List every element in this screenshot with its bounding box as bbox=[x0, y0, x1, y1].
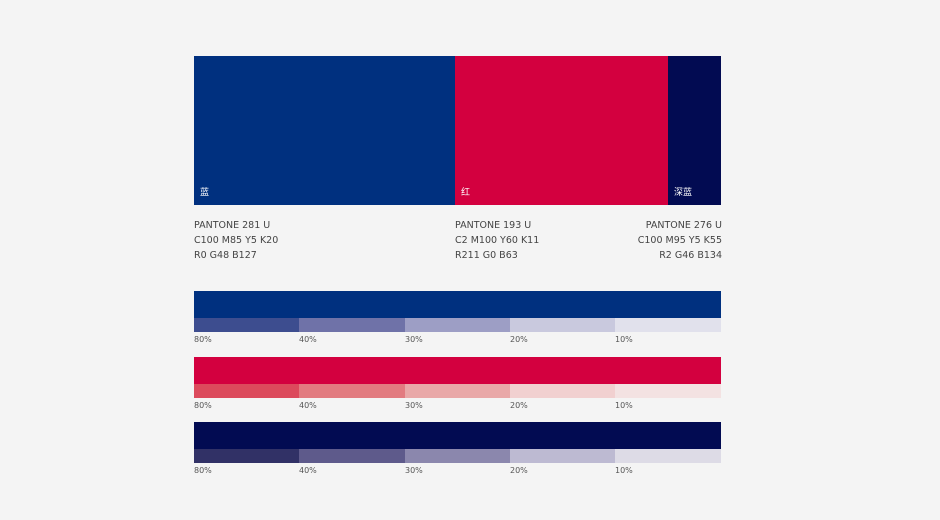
info-red: PANTONE 193 U C2 M100 Y60 K11 R211 G0 B6… bbox=[455, 218, 539, 263]
tint-percent-label: 20% bbox=[510, 401, 528, 410]
info-blue: PANTONE 281 U C100 M85 Y5 K20 R0 G48 B12… bbox=[194, 218, 278, 263]
rgb: R0 G48 B127 bbox=[194, 250, 257, 261]
tint-cell bbox=[615, 318, 721, 332]
tint-strip-navy: 80% 40% 30% 20% 10% bbox=[194, 422, 721, 480]
tint-percent-label: 20% bbox=[510, 466, 528, 475]
tint-percent-label: 30% bbox=[405, 401, 423, 410]
tint-percent-label: 40% bbox=[299, 401, 317, 410]
tint-percent-label: 80% bbox=[194, 401, 212, 410]
tint-cell bbox=[510, 318, 615, 332]
tint-strip-blue: 80% 40% 30% 20% 10% bbox=[194, 291, 721, 349]
swatch-blue: 蓝 bbox=[194, 56, 455, 205]
cmyk: C100 M95 Y5 K55 bbox=[637, 235, 722, 246]
pantone: PANTONE 193 U bbox=[455, 220, 532, 231]
strip-main-color bbox=[194, 291, 721, 318]
cmyk: C2 M100 Y60 K11 bbox=[455, 235, 540, 246]
swatch-label: 蓝 bbox=[200, 188, 210, 198]
tint-percent-label: 10% bbox=[615, 401, 633, 410]
tint-cell bbox=[510, 384, 615, 398]
tint-percent-label: 40% bbox=[299, 466, 317, 475]
tint-percent-label: 80% bbox=[194, 466, 212, 475]
tint-cell bbox=[194, 318, 299, 332]
tint-strip-red: 80% 40% 30% 20% 10% bbox=[194, 357, 721, 415]
tint-percent-label: 10% bbox=[615, 335, 633, 344]
tint-percent-label: 80% bbox=[194, 335, 212, 344]
strip-main-color bbox=[194, 422, 721, 449]
tint-percent-label: 40% bbox=[299, 335, 317, 344]
pantone: PANTONE 276 U bbox=[645, 220, 722, 231]
tint-cell bbox=[194, 384, 299, 398]
tint-percent-label: 10% bbox=[615, 466, 633, 475]
swatch-label: 深蓝 bbox=[674, 188, 693, 198]
tint-cell bbox=[510, 449, 615, 463]
info-navy: PANTONE 276 U C100 M95 Y5 K55 R2 G46 B13… bbox=[638, 218, 722, 263]
tint-cell bbox=[615, 384, 721, 398]
swatch-navy: 深蓝 bbox=[668, 56, 721, 205]
tint-cell bbox=[405, 318, 510, 332]
tint-cell bbox=[299, 449, 405, 463]
tint-percent-label: 30% bbox=[405, 466, 423, 475]
rgb: R211 G0 B63 bbox=[455, 250, 518, 261]
tint-percent-label: 20% bbox=[510, 335, 528, 344]
tint-cell bbox=[299, 384, 405, 398]
pantone: PANTONE 281 U bbox=[194, 220, 271, 231]
tint-cell bbox=[405, 384, 510, 398]
swatch-red: 红 bbox=[455, 56, 668, 205]
tint-cell bbox=[405, 449, 510, 463]
rgb: R2 G46 B134 bbox=[659, 250, 722, 261]
swatch-label: 红 bbox=[461, 188, 471, 198]
tint-cell bbox=[615, 449, 721, 463]
tint-percent-label: 30% bbox=[405, 335, 423, 344]
cmyk: C100 M85 Y5 K20 bbox=[194, 235, 279, 246]
tint-cell bbox=[194, 449, 299, 463]
strip-main-color bbox=[194, 357, 721, 384]
tint-cell bbox=[299, 318, 405, 332]
